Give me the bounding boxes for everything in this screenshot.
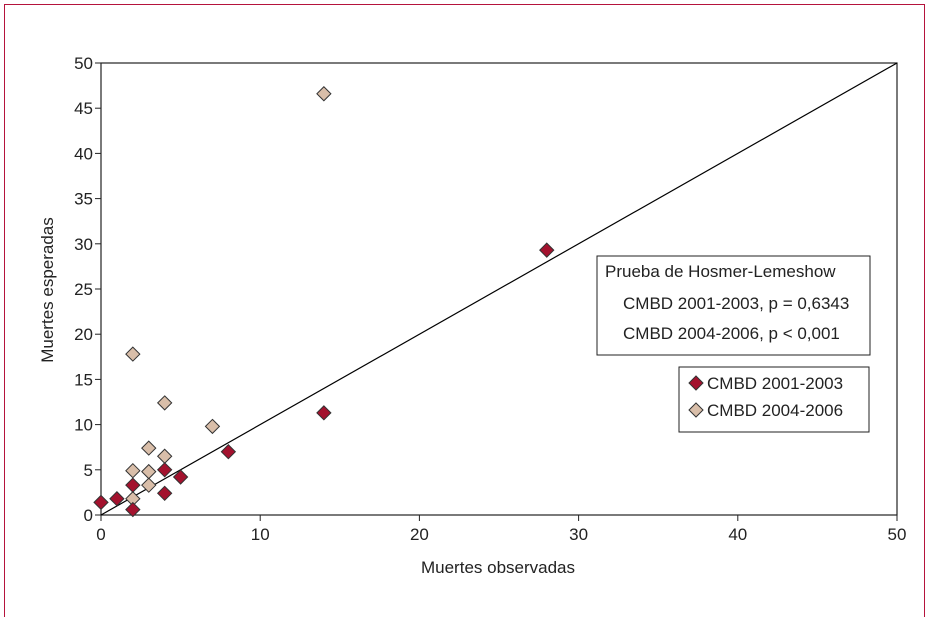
x-tick-label: 40 [728,525,747,544]
y-tick-label: 50 [74,54,93,73]
stats-box-title: Prueba de Hosmer-Lemeshow [605,262,836,281]
point-series-1 [172,469,189,485]
y-tick-label: 30 [74,235,93,254]
axes-layer: 0 5 10 15 20 25 30 35 40 45 50 0 10 20 30 40 50 [74,54,906,544]
legend-label-series-1: CMBD 2001-2003 [707,374,843,393]
point-series-2 [316,86,332,102]
y-tick-label: 15 [74,370,93,389]
y-tick-label: 25 [74,280,93,299]
y-tick-label: 35 [74,190,93,209]
y-tick-label: 10 [74,416,93,435]
point-series-1 [156,485,173,502]
point-series-2 [156,448,173,464]
point-series-1 [125,501,141,518]
point-series-1 [125,477,141,493]
legend-marker-series-2 [688,402,704,418]
x-tick-label: 20 [410,525,429,544]
x-tick-label: 50 [888,525,907,544]
y-axis-label: Muertes esperadas [38,217,57,363]
x-tick-label: 30 [569,525,588,544]
stats-box [596,255,871,356]
point-series-2 [156,395,173,411]
stats-box-line1: CMBD 2001-2003, p = 0,6343 [623,294,849,313]
x-tick-label: 10 [251,525,270,544]
point-series-1 [539,242,555,258]
y-tick-label: 40 [74,144,93,163]
identity-reference-line [100,62,898,516]
y-tick-label: 45 [74,99,93,118]
y-tick-label: 5 [84,461,93,480]
legend-label-series-2: CMBD 2004-2006 [707,401,843,420]
point-series-2 [125,462,141,479]
point-series-1 [220,444,237,460]
x-tick-label: 0 [96,525,105,544]
y-tick-label: 0 [84,506,93,525]
point-series-1 [316,405,332,421]
figure-frame [4,4,925,617]
point-series-2 [141,477,157,493]
point-series-2 [141,440,157,456]
point-series-2 [141,463,157,480]
point-series-2 [204,418,221,435]
legend-marker-series-1 [688,375,704,391]
point-series-2 [125,346,141,362]
y-tick-label: 20 [74,325,93,344]
point-series-1 [156,462,173,478]
points-layer [93,86,555,518]
stats-box-line2: CMBD 2004-2006, p < 0,001 [623,324,840,343]
legend-box [678,366,870,433]
x-axis-label: Muertes observadas [421,558,575,577]
point-series-1 [93,494,109,511]
point-series-1 [109,491,125,507]
